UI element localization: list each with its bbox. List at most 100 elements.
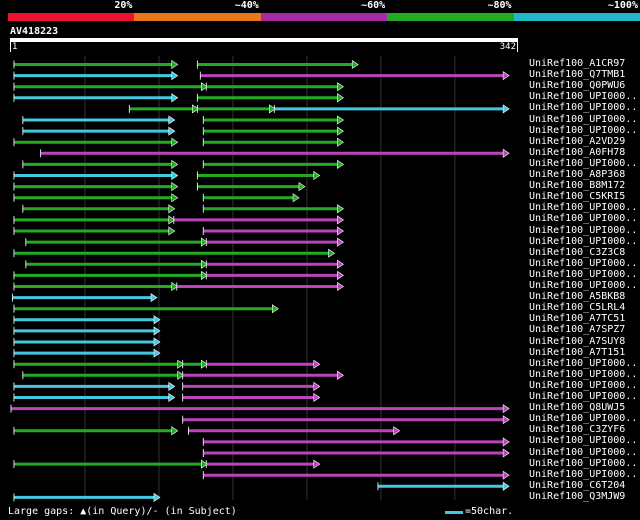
hit-label[interactable]: UniRef100_A1CR97 bbox=[529, 58, 626, 69]
query-start-label: 1 bbox=[12, 42, 18, 52]
hit-end-arrow bbox=[171, 426, 179, 436]
hit-end-arrow bbox=[337, 93, 344, 103]
hit-label[interactable]: UniRef100_UPI000.. bbox=[529, 268, 638, 280]
hit-label[interactable]: UniRef100_UPI000.. bbox=[529, 413, 638, 425]
hit-end-arrow bbox=[177, 370, 185, 380]
hit-end-arrow bbox=[502, 470, 510, 480]
hit-label[interactable]: UniRef100_UPI000.. bbox=[529, 102, 638, 114]
query-title: AV418223 bbox=[10, 26, 59, 37]
hit-label[interactable]: UniRef100_UPI000.. bbox=[529, 157, 638, 169]
hit-end-arrow bbox=[168, 204, 176, 214]
legend-label-2: ~40% bbox=[234, 0, 259, 11]
hit-end-arrow bbox=[337, 237, 344, 247]
hit-label[interactable]: UniRef100_Q3MJW9 bbox=[529, 490, 626, 502]
hit-label[interactable]: UniRef100_UPI000.. bbox=[529, 280, 638, 291]
hit-label[interactable]: UniRef100_Q8UWJ5 bbox=[529, 402, 626, 414]
hit-end-arrow bbox=[337, 259, 344, 269]
hit-label[interactable]: UniRef100_UPI000.. bbox=[529, 257, 638, 269]
query-start-tick bbox=[10, 42, 11, 52]
hit-end-arrow bbox=[337, 204, 344, 214]
legend-label-1: 20% bbox=[114, 0, 133, 11]
hit-end-arrow bbox=[200, 259, 208, 269]
hit-label[interactable]: UniRef100_Q0PWU6 bbox=[529, 80, 626, 92]
hit-end-arrow bbox=[177, 359, 185, 369]
hit-label[interactable]: UniRef100_B8M172 bbox=[529, 180, 626, 192]
hit-label[interactable]: UniRef100_UPI000.. bbox=[529, 91, 638, 103]
scale-swatch bbox=[445, 511, 463, 514]
hit-label[interactable]: UniRef100_UPI000.. bbox=[529, 235, 638, 247]
hit-end-arrow bbox=[200, 359, 208, 369]
hit-end-arrow bbox=[298, 182, 306, 192]
hit-end-arrow bbox=[171, 182, 179, 192]
hit-label[interactable]: UniRef100_A0FH78 bbox=[529, 146, 626, 158]
hit-label[interactable]: UniRef100_UPI000.. bbox=[529, 224, 638, 236]
hit-end-arrow bbox=[153, 348, 161, 358]
hit-end-arrow bbox=[171, 59, 179, 70]
hit-end-arrow bbox=[153, 315, 161, 325]
hit-end-arrow bbox=[168, 126, 176, 136]
hit-end-arrow bbox=[150, 293, 158, 303]
hit-label[interactable]: UniRef100_UPI000.. bbox=[529, 391, 638, 402]
hit-label[interactable]: UniRef100_A7TC51 bbox=[529, 313, 626, 325]
hit-end-arrow bbox=[200, 459, 208, 469]
hit-end-arrow bbox=[502, 71, 510, 81]
hit-label[interactable]: UniRef100_UPI000.. bbox=[529, 446, 638, 458]
hit-label[interactable]: UniRef100_UPI000.. bbox=[529, 368, 638, 380]
hit-end-arrow bbox=[171, 137, 179, 147]
hit-label[interactable]: UniRef100_A7T151 bbox=[529, 346, 626, 358]
hit-label[interactable]: UniRef100_Q7TMB1 bbox=[529, 69, 626, 81]
hit-label[interactable]: UniRef100_C6T204 bbox=[529, 479, 626, 491]
hit-label[interactable]: UniRef100_C3Z3C8 bbox=[529, 246, 626, 258]
hit-end-arrow bbox=[502, 148, 510, 158]
hit-end-arrow bbox=[168, 381, 176, 391]
hit-end-arrow bbox=[337, 270, 344, 280]
hit-end-arrow bbox=[200, 237, 208, 247]
hit-end-arrow bbox=[337, 137, 344, 147]
legend-bar-3 bbox=[260, 13, 388, 21]
hit-end-arrow bbox=[272, 304, 279, 314]
hit-end-arrow bbox=[393, 426, 401, 436]
hit-end-arrow bbox=[292, 193, 300, 203]
hit-label[interactable]: UniRef100_A7SPZ7 bbox=[529, 324, 626, 336]
hit-end-arrow bbox=[192, 104, 199, 114]
hit-end-arrow bbox=[502, 437, 510, 447]
hit-end-arrow bbox=[313, 381, 321, 391]
hit-end-arrow bbox=[328, 248, 336, 258]
query-end-tick bbox=[517, 42, 518, 52]
hit-end-arrow bbox=[171, 93, 179, 103]
hit-label[interactable]: UniRef100_UPI000.. bbox=[529, 357, 638, 369]
hit-end-arrow bbox=[153, 492, 161, 502]
hit-label[interactable]: UniRef100_A5BKB8 bbox=[529, 291, 626, 303]
hit-label[interactable]: UniRef100_C3ZYF6 bbox=[529, 424, 626, 436]
hit-label[interactable]: UniRef100_UPI000.. bbox=[529, 379, 638, 391]
hit-end-arrow bbox=[153, 337, 161, 347]
hit-end-arrow bbox=[168, 215, 176, 225]
hit-label[interactable]: UniRef100_UPI000.. bbox=[529, 435, 638, 447]
hit-label[interactable]: UniRef100_UPI000.. bbox=[529, 124, 638, 136]
hit-end-arrow bbox=[337, 82, 344, 92]
hit-label[interactable]: UniRef100_A7SUY8 bbox=[529, 335, 626, 347]
hit-label[interactable]: UniRef100_C5KRI5 bbox=[529, 191, 626, 203]
legend-label-5: ~100% bbox=[607, 0, 638, 11]
hit-end-arrow bbox=[502, 104, 510, 114]
hit-end-arrow bbox=[269, 104, 276, 114]
hit-end-arrow bbox=[171, 170, 179, 181]
hit-label[interactable]: UniRef100_A8P368 bbox=[529, 169, 626, 180]
legend-label-4: ~80% bbox=[487, 0, 512, 11]
hit-label[interactable]: UniRef100_UPI000.. bbox=[529, 202, 638, 214]
hit-end-arrow bbox=[313, 359, 321, 369]
hit-end-arrow bbox=[168, 392, 176, 403]
hit-end-arrow bbox=[168, 115, 176, 125]
hit-end-arrow bbox=[168, 226, 176, 236]
hit-label[interactable]: UniRef100_UPI000.. bbox=[529, 457, 638, 469]
hit-label[interactable]: UniRef100_C5LRL4 bbox=[529, 302, 626, 314]
hit-label[interactable]: UniRef100_UPI000.. bbox=[529, 113, 638, 125]
hit-label[interactable]: UniRef100_UPI000.. bbox=[529, 213, 638, 225]
hit-label[interactable]: UniRef100_A2VD29 bbox=[529, 135, 626, 147]
hit-end-arrow bbox=[337, 370, 344, 380]
legend-bar-4 bbox=[387, 13, 514, 21]
scale-label: =50char. bbox=[465, 506, 514, 517]
hit-label[interactable]: UniRef100_UPI000.. bbox=[529, 468, 638, 480]
